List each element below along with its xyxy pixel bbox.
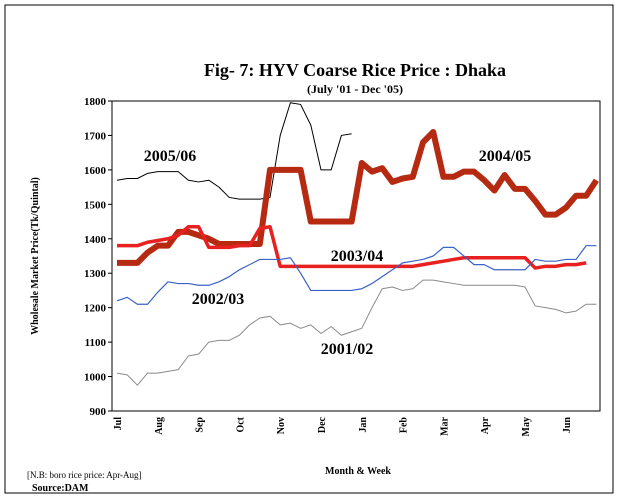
x-tick-label: Oct <box>235 416 246 432</box>
x-tick-label: Nov <box>276 417 287 434</box>
y-axis-label: Wholesale Market Price(Tk/Quintal) <box>30 177 41 335</box>
frame <box>4 4 614 494</box>
series-annotation: 2005/06 <box>144 148 196 165</box>
x-axis-label: Month & Week <box>325 466 391 477</box>
x-tick-label: Feb <box>399 417 410 434</box>
x-tick-label: Sep <box>195 417 206 433</box>
chart-title: Fig- 7: HYV Coarse Rice Price : Dhaka <box>204 60 506 80</box>
plot-area <box>111 100 601 412</box>
y-tick-label: 1400 <box>84 234 107 246</box>
note: [N.B: boro rice price: Apr-Aug] <box>27 470 142 480</box>
x-tick-label: Apr <box>480 416 491 434</box>
x-tick-label: Dec <box>317 416 328 433</box>
y-tick-label: 1100 <box>85 337 107 349</box>
series-line <box>117 224 587 270</box>
x-tick-label: Jul <box>113 417 124 431</box>
series-annotation: 2002/03 <box>192 291 244 308</box>
source: Source:DAM <box>32 483 89 494</box>
series-annotation: 2004/05 <box>479 148 531 165</box>
x-tick-label: Aug <box>154 417 165 435</box>
y-tick-label: 1200 <box>84 303 107 315</box>
y-tick-label: 1000 <box>84 372 107 384</box>
y-tick-label: 1700 <box>84 130 107 142</box>
x-tick-label: Jun <box>562 417 573 434</box>
x-tick-label: Mar <box>439 416 450 435</box>
series-line <box>116 102 352 200</box>
series-annotation: 2003/04 <box>331 248 383 265</box>
series-line <box>116 279 597 386</box>
x-tick-label: Jan <box>358 417 369 433</box>
series-line <box>116 245 597 305</box>
y-tick-label: 1600 <box>84 165 107 177</box>
series-annotation: 2001/02 <box>321 341 373 358</box>
y-tick-label: 1500 <box>84 199 107 211</box>
y-tick-label: 1800 <box>84 96 107 108</box>
y-tick-label: 900 <box>90 406 107 418</box>
x-tick-label: May <box>521 417 532 436</box>
chart-subtitle: (July '01 - Dec '05) <box>307 82 403 96</box>
series-line <box>117 129 599 266</box>
y-tick-label: 1300 <box>84 268 107 280</box>
